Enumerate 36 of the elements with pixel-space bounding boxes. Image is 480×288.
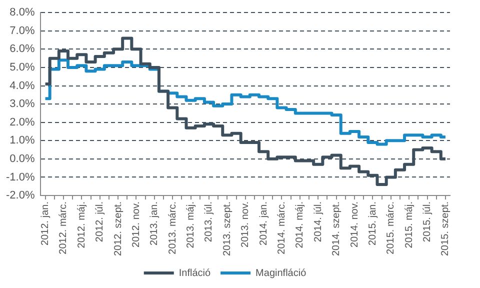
y-tick-label: -1.0%	[6, 171, 35, 184]
x-tick-label: 2012. jan.	[40, 202, 52, 246]
x-tick-label: 2012. júl.	[94, 202, 106, 242]
x-tick-label: 2014. szept.	[331, 202, 342, 256]
y-tick-label: 7.0%	[10, 24, 35, 37]
x-tick-label: 2013. júl.	[204, 202, 215, 242]
x-tick-label: 2014. júl.	[312, 202, 324, 242]
y-tick-label: 3.0%	[10, 98, 35, 110]
legend-label: Infláció	[178, 268, 211, 279]
x-tick-label: 2015. szept.	[440, 202, 452, 256]
x-tick-label: 2013. márc.	[167, 202, 178, 254]
x-tick-label: 2014. jan.	[258, 202, 270, 246]
y-tick-label: 2.0%	[10, 116, 35, 128]
y-tick-label: 6.0%	[10, 43, 35, 56]
y-tick-label: 1.0%	[10, 134, 35, 147]
x-tick-label: 2013. nov.	[240, 202, 252, 248]
x-tick-label: 2015. jan.	[367, 202, 378, 246]
y-tick-label: -2.0%	[6, 190, 35, 202]
y-tick-label: 0.0%	[10, 152, 35, 165]
x-tick-label: 2014. máj.	[294, 202, 306, 248]
x-tick-label: 2012. márc.	[58, 202, 70, 254]
y-tick-label: 4.0%	[10, 80, 35, 92]
x-tick-label: 2012. nov.	[130, 202, 142, 248]
x-tick-label: 2013. máj.	[186, 202, 197, 248]
x-tick-label: 2013. jan.	[149, 202, 160, 246]
legend-label: Maginfláció	[256, 268, 307, 279]
y-tick-label: 5.0%	[10, 62, 35, 74]
y-tick-label: 8.0%	[10, 6, 35, 19]
x-tick-label: 2012. máj.	[76, 202, 88, 248]
x-tick-label: 2015. márc.	[386, 202, 397, 254]
x-tick-label: 2015. máj.	[404, 202, 415, 248]
x-tick-label: 2012. szept.	[112, 202, 124, 256]
x-tick-label: 2013. szept.	[222, 202, 233, 256]
x-tick-label: 2014. márc.	[276, 202, 288, 254]
x-tick-label: 2015. júl.	[422, 202, 434, 242]
x-tick-label: 2014. nov.	[349, 202, 360, 248]
